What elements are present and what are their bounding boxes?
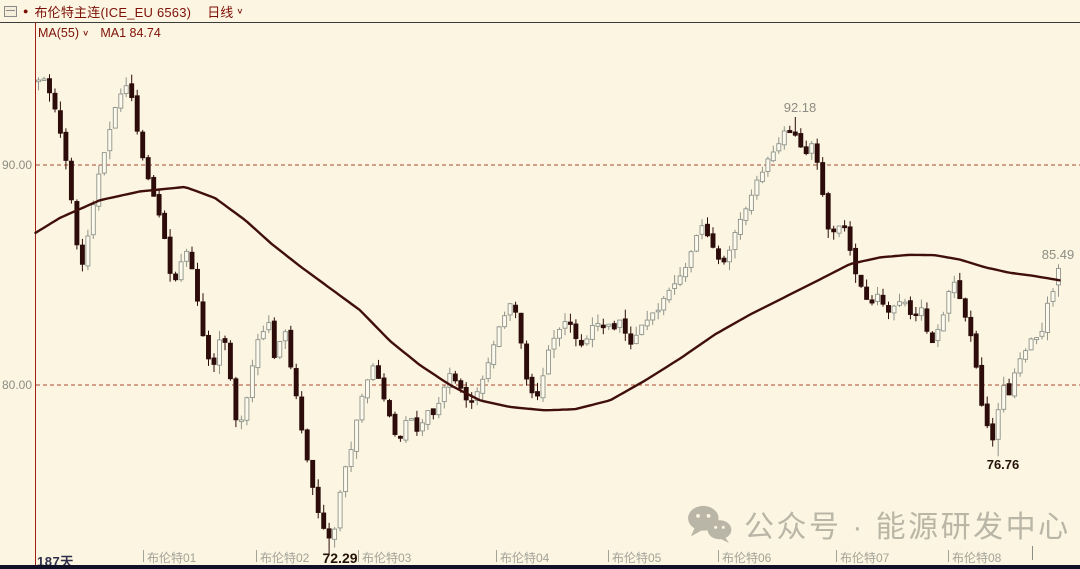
instrument-bullet-icon: ● bbox=[23, 5, 29, 16]
axis-tick bbox=[948, 550, 949, 562]
x-axis-label-08: 布伦特08 bbox=[948, 549, 1001, 566]
ma1-value: MA1 84.74 bbox=[100, 26, 161, 40]
x-axis-label-07: 布伦特07 bbox=[836, 549, 889, 566]
x-axis-label-01: 布伦特01 bbox=[143, 549, 196, 566]
x-axis-label-05: 布伦特05 bbox=[608, 549, 661, 566]
price-annotation-period-low: 72.29 bbox=[322, 550, 358, 566]
axis-tick bbox=[608, 550, 609, 562]
price-annotation-swing-high: 92.18 bbox=[783, 100, 817, 115]
ma-label: MA(55) bbox=[38, 26, 79, 40]
x-axis-label-03: 布伦特03 bbox=[358, 549, 411, 566]
axis-tick bbox=[836, 550, 837, 562]
minus-glyph bbox=[6, 9, 15, 11]
y-axis-label-80: 80.00 bbox=[1, 378, 32, 392]
titlebar-separator bbox=[0, 22, 1080, 23]
wechat-icon bbox=[688, 505, 732, 544]
period-selector[interactable]: 日线 ∨ bbox=[207, 2, 243, 21]
axis-tick bbox=[358, 550, 359, 562]
price-annotation-recent-low: 76.76 bbox=[986, 457, 1020, 472]
chevron-down-icon: ∨ bbox=[81, 28, 90, 38]
x-axis-label-04: 布伦特04 bbox=[496, 549, 549, 566]
price-annotation-latest-high: 85.49 bbox=[1041, 247, 1075, 262]
watermark: 公众号 · 能源研发中心 bbox=[686, 502, 1071, 546]
axis-tick bbox=[256, 550, 257, 562]
watermark-text: 公众号 · 能源研发中心 bbox=[744, 511, 1071, 544]
instrument-title: 布伦特主连(ICE_EU 6563) bbox=[34, 4, 192, 20]
axis-tick bbox=[718, 550, 719, 562]
axis-tick bbox=[496, 550, 497, 562]
collapse-panel-icon[interactable] bbox=[4, 5, 17, 17]
x-axis-label-02: 布伦特02 bbox=[256, 549, 309, 566]
y-axis-label-90: 90.00 bbox=[1, 158, 32, 172]
titlebar: ● 布伦特主连(ICE_EU 6563) 日线 ∨ bbox=[0, 0, 1080, 22]
chevron-down-icon: ∨ bbox=[236, 6, 244, 16]
indicator-row[interactable]: MA(55) ∨ MA1 84.74 bbox=[38, 26, 161, 40]
axis-tick bbox=[1032, 546, 1033, 560]
axis-tick bbox=[143, 550, 144, 562]
x-axis-label-06: 布伦特06 bbox=[718, 549, 771, 566]
period-label: 日线 bbox=[207, 4, 234, 20]
bottom-scrollbar[interactable] bbox=[0, 565, 1080, 569]
